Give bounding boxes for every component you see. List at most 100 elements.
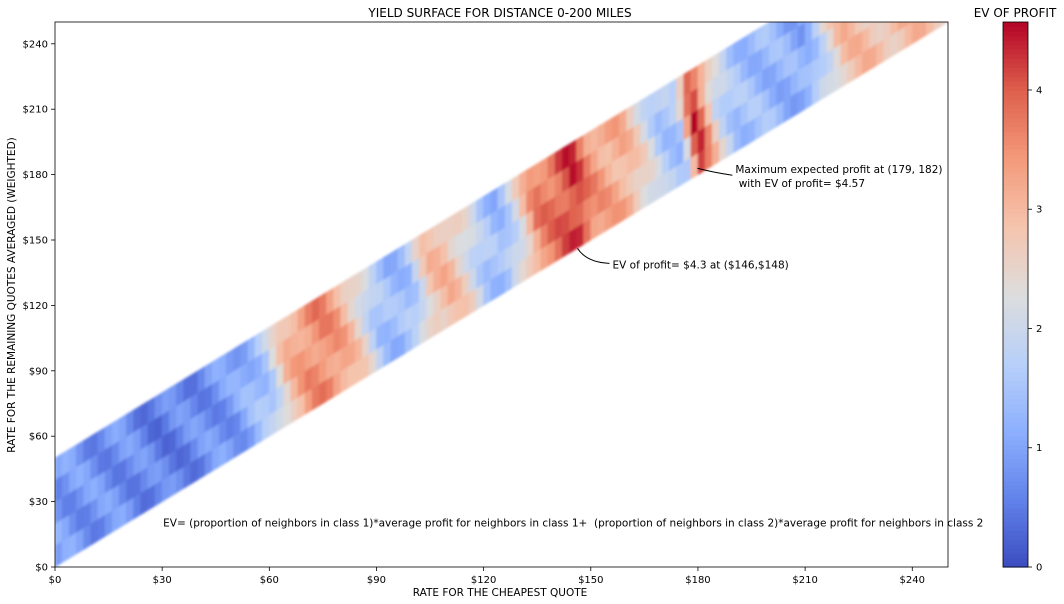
colorbar-segment <box>1003 212 1028 218</box>
surface-cell <box>333 283 342 311</box>
surface-cell <box>633 99 642 128</box>
colorbar-segment <box>1003 31 1028 37</box>
y-axis-ticks: $0 $30 $60 $90 $120 $150 $180 $210 $240 <box>23 39 55 574</box>
surface-cell <box>526 165 534 193</box>
colorbar-segment <box>1003 421 1028 427</box>
colorbar-segment <box>1003 462 1028 468</box>
surface-cell <box>626 104 635 132</box>
surface-cell <box>941 0 948 5</box>
surface-cell <box>440 217 449 245</box>
colorbar-segment <box>1003 221 1028 227</box>
colorbar-segment <box>1003 312 1028 318</box>
surface-cell <box>268 322 277 350</box>
colorbar-segment <box>1003 339 1028 346</box>
surface-cell <box>833 22 842 27</box>
surface-cell <box>869 0 876 5</box>
plot-area: $0 $30 $60 $90 $120 $150 $180 $210 $240 $0 $30 $60… <box>23 0 983 586</box>
surface-cell <box>411 235 420 263</box>
surface-cell <box>540 156 549 184</box>
colorbar-segment <box>1003 76 1028 82</box>
surface-cell <box>133 405 141 433</box>
colorbar-segment <box>1003 562 1028 568</box>
surface-cell <box>683 69 692 97</box>
surface-cell <box>111 418 120 446</box>
surface-cell <box>340 278 349 306</box>
surface-cell <box>697 60 706 88</box>
colorbar-segment <box>1003 49 1028 55</box>
surface-cell <box>911 22 920 45</box>
colorbar-segment <box>1003 394 1028 400</box>
surface-cell <box>547 152 556 180</box>
colorbar-segment <box>1003 412 1028 418</box>
surface-cell <box>898 0 905 9</box>
colorbar-segment <box>1003 385 1028 391</box>
y-axis-label: RATE FOR THE REMAINING QUOTES AVERAGED (… <box>6 137 18 453</box>
surface-cell <box>797 22 806 27</box>
surface-cell <box>211 357 220 385</box>
colorbar-segment <box>1003 439 1028 445</box>
colorbar-segment <box>1003 326 1028 332</box>
colorbar-segment <box>1003 85 1028 91</box>
surface-cell <box>90 431 99 459</box>
colorbar-segment <box>1003 403 1028 409</box>
colorbar-segment <box>1003 544 1028 550</box>
colorbar-segment <box>1003 185 1028 191</box>
surface-cell <box>297 304 306 333</box>
ev-formula-note: EV= (proportion of neighbors in class 1)… <box>163 517 983 529</box>
surface-cell <box>476 195 484 224</box>
colorbar-segment <box>1003 448 1028 455</box>
surface-cell <box>891 0 898 13</box>
colorbar-segment <box>1003 276 1028 282</box>
surface-cell <box>812 0 819 18</box>
surface-cell <box>576 134 585 163</box>
surface-cell <box>804 22 813 45</box>
surface-cell <box>426 226 434 254</box>
surface-cell <box>61 448 70 476</box>
colorbar-segment <box>1003 180 1028 187</box>
colorbar-segment <box>1003 553 1028 559</box>
colorbar-tick-label: 3 <box>1036 205 1042 216</box>
colorbar-segment <box>1003 453 1028 459</box>
colorbar-segment <box>1003 217 1028 223</box>
colorbar-segment <box>1003 126 1028 132</box>
annotation-max-line2: with EV of profit= $4.57 <box>735 178 865 190</box>
surface-cell <box>490 187 499 215</box>
colorbar-segment <box>1003 262 1028 268</box>
colorbar-segment <box>1003 444 1028 450</box>
colorbar-segment <box>1003 149 1028 155</box>
colorbar-segment <box>1003 235 1028 241</box>
surface-cell <box>254 331 263 359</box>
y-tick-label: $30 <box>29 497 48 508</box>
surface-cell <box>819 22 827 36</box>
surface-cell <box>519 169 527 197</box>
surface-cell <box>733 38 742 67</box>
colorbar-segment <box>1003 299 1028 305</box>
surface-cell <box>176 378 184 407</box>
colorbar-segment <box>1003 22 1028 28</box>
surface-cell <box>204 361 213 389</box>
colorbar-segment <box>1003 226 1028 232</box>
colorbar-segment <box>1003 90 1028 96</box>
colorbar-segment <box>1003 521 1028 527</box>
y-tick-label: $210 <box>23 105 48 116</box>
colorbar-segment <box>1003 203 1028 209</box>
surface-cell <box>848 0 855 18</box>
surface-cell <box>890 22 899 36</box>
surface-cell <box>247 335 256 363</box>
surface-cell <box>390 248 399 276</box>
surface-cell <box>433 222 442 250</box>
colorbar-segment <box>1003 144 1028 150</box>
surface-cell <box>819 0 826 13</box>
surface-cell <box>769 22 777 45</box>
y-tick-label: $60 <box>29 432 48 443</box>
surface-cell <box>869 22 877 49</box>
colorbar-segment <box>1003 471 1028 477</box>
colorbar-segment <box>1003 517 1028 523</box>
colorbar-segment <box>1003 548 1028 554</box>
surface-cell <box>504 178 513 206</box>
surface-cell <box>461 204 470 232</box>
colorbar-segment <box>1003 330 1028 336</box>
colorbar-segment <box>1003 389 1028 396</box>
chart-title: YIELD SURFACE FOR DISTANCE 0-200 MILES <box>367 6 631 20</box>
